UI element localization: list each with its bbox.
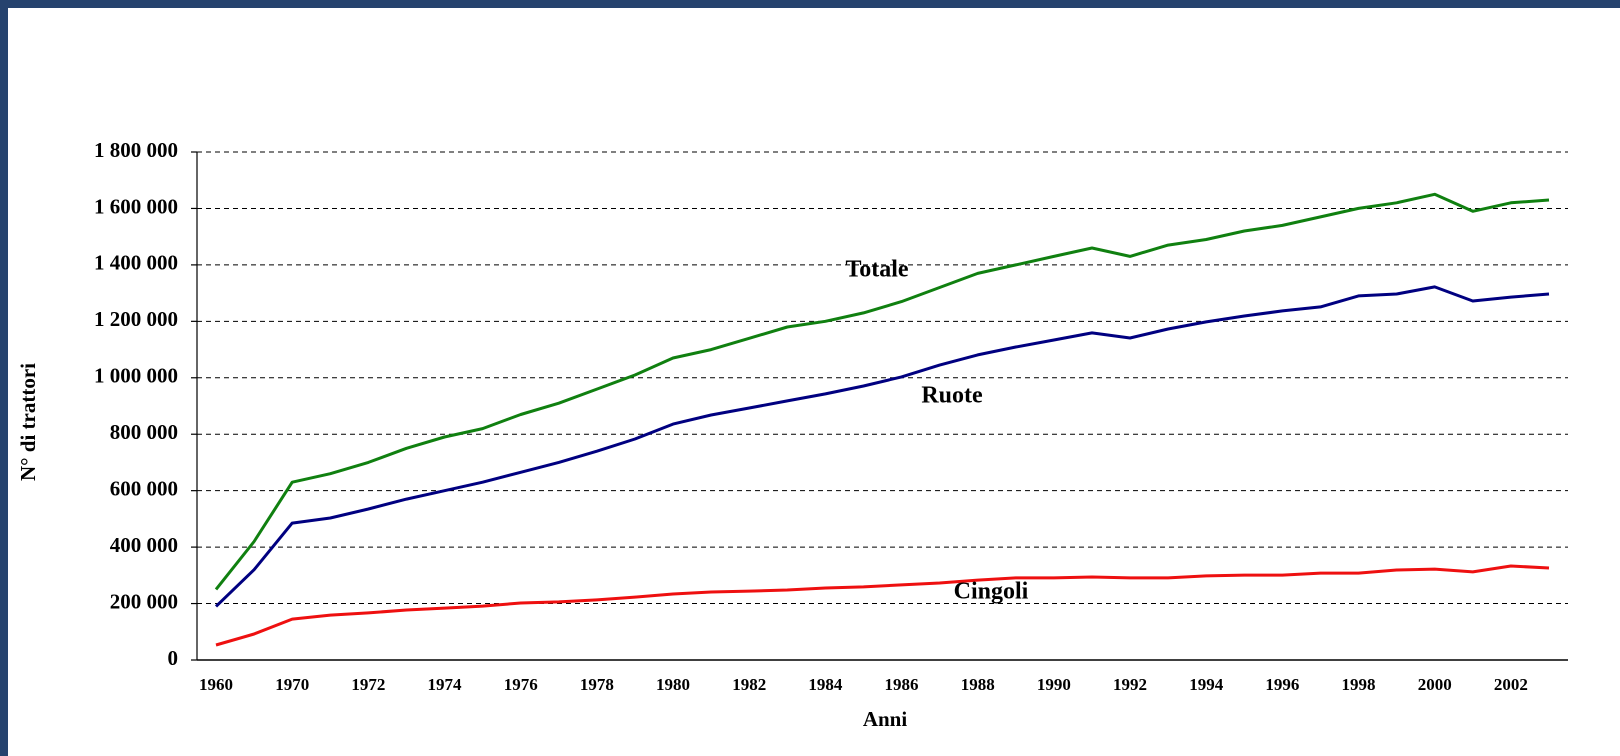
x-tick-label: 1978 [580,675,614,694]
y-tick-label: 1 800 000 [94,138,178,162]
x-tick-label: 1986 [885,675,919,694]
x-axis-title: Anni [863,707,908,731]
y-tick-label: 1 400 000 [94,251,178,275]
x-tick-label: 1988 [961,675,995,694]
series-label: Totale [845,257,908,283]
x-tick-label: 1990 [1037,675,1071,694]
x-tick-label: 1960 [199,675,233,694]
x-tick-label: 1982 [732,675,766,694]
x-tick-label: 1984 [808,675,843,694]
y-tick-label: 0 [168,646,179,670]
y-tick-label: 600 000 [110,476,178,500]
x-tick-label: 1972 [351,675,385,694]
x-tick-label: 1994 [1189,675,1224,694]
series-label: Ruote [921,383,983,409]
slide-background [8,8,1620,756]
series-line [214,285,1550,608]
y-tick-label: 1 200 000 [94,307,178,331]
x-tick-label: 2000 [1418,675,1452,694]
y-axis-title: N° di trattori [16,363,40,481]
y-tick-label: 1 600 000 [94,194,178,218]
x-tick-label: 1976 [504,675,538,694]
y-tick-label: 800 000 [110,420,178,444]
x-tick-label: 1970 [275,675,309,694]
x-tick-label: 2002 [1494,675,1528,694]
series-label: Cingoli [954,579,1029,605]
x-tick-label: 1992 [1113,675,1147,694]
x-tick-label: 1974 [428,675,463,694]
y-tick-label: 200 000 [110,589,178,613]
y-tick-label: 400 000 [110,533,178,557]
y-tick-label: 1 000 000 [94,364,178,388]
series-line [215,564,1550,647]
series-line [214,192,1550,591]
x-tick-label: 1998 [1342,675,1376,694]
x-tick-label: 1980 [656,675,690,694]
x-tick-label: 1996 [1265,675,1299,694]
